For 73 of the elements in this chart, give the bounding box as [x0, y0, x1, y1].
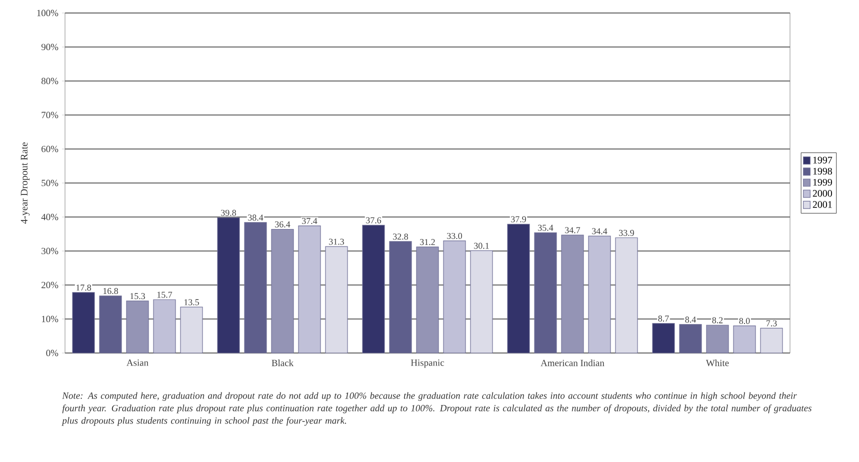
x-tick-label: White — [706, 360, 729, 366]
text: Note: As computed here, graduation and dropout rate do not add up to 100% because the graduation rate calculation takes into account students who continue in high school beyond their fourth year. Graduation rate plus dropout rate plus continuation rate together add up to 100%. Dropout rate is calculated as the number of dropouts, divided by the total number of graduates plus dropouts plus students continuing in school past the four-year mark. — [62, 392, 812, 426]
legend-label: 1998 — [813, 168, 832, 175]
bar — [679, 324, 702, 354]
bar — [588, 236, 611, 354]
data-label: 39.8 — [221, 210, 236, 216]
data-label: 31.2 — [420, 239, 435, 246]
y-tick-label: 10% — [42, 316, 58, 322]
x-tick-label: Black — [272, 360, 294, 366]
y-tick-label: 60% — [42, 146, 58, 152]
legend-label: 1997 — [813, 156, 832, 164]
data-label: 38.4 — [248, 214, 264, 221]
bar — [706, 324, 729, 354]
bar — [72, 292, 95, 354]
data-label: 13.5 — [184, 299, 200, 306]
data-label: 34.7 — [565, 227, 580, 234]
data-label: 17.8 — [76, 284, 92, 291]
data-label: 30.1 — [474, 242, 489, 249]
data-label: 32.8 — [393, 234, 408, 240]
x-tick-label: American Indian — [540, 360, 604, 366]
bar — [760, 328, 783, 354]
data-label: 31.3 — [329, 238, 344, 245]
bar — [362, 224, 385, 354]
data-label: 8.7 — [658, 316, 669, 322]
data-label: 37.4 — [302, 218, 318, 224]
bar — [217, 217, 240, 354]
bar — [126, 300, 149, 354]
data-label: 8.0 — [739, 318, 750, 324]
y-tick-label: 20% — [42, 282, 58, 288]
bar — [443, 240, 466, 354]
legend-label: 1999 — [813, 178, 832, 186]
legend-label: 2001 — [812, 201, 832, 208]
bar — [561, 234, 584, 354]
data-label: 36.4 — [275, 221, 290, 228]
data-label: 33.0 — [447, 232, 462, 239]
bar — [652, 323, 675, 354]
y-tick-label: 0% — [46, 350, 58, 356]
data-label: 37.9 — [511, 216, 526, 222]
bar — [507, 224, 530, 354]
data-label: 8.2 — [712, 317, 723, 324]
bar — [180, 306, 203, 354]
data-label: 16.8 — [103, 288, 118, 294]
data-label: 8.4 — [685, 316, 696, 323]
legend-label: 2000 — [812, 190, 832, 197]
y-tick-label: 40% — [41, 214, 58, 220]
bar — [389, 241, 412, 354]
bar — [534, 232, 557, 354]
bar — [298, 226, 321, 354]
data-label: 33.9 — [619, 230, 634, 236]
y-tick-label: 70% — [42, 112, 58, 118]
bar — [416, 246, 439, 354]
data-label: 37.6 — [366, 217, 382, 224]
y-tick-label: 80% — [41, 78, 58, 84]
data-label: 15.3 — [130, 293, 146, 300]
y-axis-title: 4-year Dropout Rate — [20, 142, 30, 224]
y-tick-label: 90% — [41, 44, 58, 50]
data-label: 7.3 — [766, 320, 777, 326]
bar — [615, 237, 638, 354]
y-tick-label: 50% — [42, 180, 58, 186]
bar — [733, 325, 756, 354]
bar — [153, 299, 176, 354]
y-tick-label: 30% — [42, 248, 58, 254]
data-label: 15.7 — [157, 292, 172, 298]
bar — [325, 246, 348, 354]
x-tick-label: Asian — [126, 360, 148, 366]
x-tick-label: Hispanic — [410, 360, 444, 368]
data-label: 35.4 — [538, 224, 554, 231]
y-tick-label: 100% — [37, 10, 58, 16]
bar — [244, 222, 267, 354]
bar — [99, 296, 122, 354]
data-label: 34.4 — [592, 228, 608, 234]
bar — [470, 250, 493, 354]
bar — [271, 228, 294, 354]
